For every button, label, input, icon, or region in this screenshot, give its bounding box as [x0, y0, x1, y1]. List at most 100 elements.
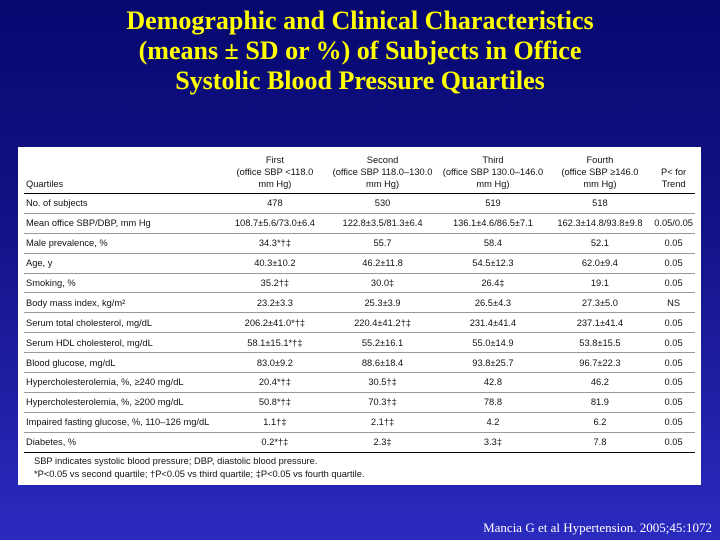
table-cell: 40.3±10.2 — [222, 253, 327, 274]
table-cell: 0.05 — [652, 233, 695, 254]
row-label: Serum total cholesterol, mg/dL — [24, 312, 223, 334]
table-cell: 96.7±22.3 — [547, 352, 653, 374]
row-label: Hypercholesterolemia, %, ≥200 mg/dL — [24, 392, 223, 413]
table-cell: NS — [652, 292, 695, 314]
table-cell: 54.5±12.3 — [438, 253, 548, 274]
table-cell: 55.2±16.1 — [326, 332, 439, 354]
table-cell: 162.3±14.8/93.8±9.8 — [547, 213, 653, 234]
table-cell: 62.0±9.4 — [547, 253, 653, 274]
table-cell: 2.1†‡ — [326, 412, 439, 433]
table-cell: 0.05 — [652, 412, 695, 433]
table-cell: 136.1±4.6/86.5±7.1 — [438, 213, 548, 234]
table-cell: 206.2±41.0*†‡ — [222, 312, 327, 334]
table-row: Blood glucose, mg/dL 83.0±9.2 88.6±18.4 93.… — [24, 352, 695, 374]
table-row: Male prevalence, % 34.3*†‡ 55.7 58.4 52.1 0.0… — [24, 233, 695, 254]
table-cell: 93.8±25.7 — [438, 352, 548, 374]
table-cell: 0.05 — [652, 372, 695, 393]
table-row: Body mass index, kg/m² 23.2±3.3 25.3±3.9 26… — [24, 292, 695, 314]
table-row: Serum HDL cholesterol, mg/dL 58.1±15.1*†‡… — [24, 332, 695, 354]
header-third: Third (office SBP 130.0–146.0 mm Hg) — [438, 153, 548, 194]
table-cell: 23.2±3.3 — [222, 292, 327, 314]
table-cell: 50.8*†‡ — [222, 392, 327, 413]
row-label: Impaired fasting glucose, %, 110–126 mg/… — [24, 412, 223, 433]
table-row: Age, y 40.3±10.2 46.2±11.8 54.5±12.3 62.0±9.… — [24, 253, 695, 274]
table-cell: 58.1±15.1*†‡ — [222, 332, 327, 354]
table-cell: 6.2 — [547, 412, 653, 433]
table-cell: 478 — [222, 193, 327, 214]
table-cell: 0.05 — [652, 253, 695, 274]
characteristics-table: Quartiles First (office SBP <118.0 mm Hg) … — [24, 153, 695, 453]
row-label: Male prevalence, % — [24, 233, 223, 254]
table-row: Mean office SBP/DBP, mm Hg 108.7±5.6/73.0… — [24, 213, 695, 234]
table-cell: 0.2*†‡ — [222, 432, 327, 453]
table-cell: 20.4*†‡ — [222, 372, 327, 393]
table-cell: 83.0±9.2 — [222, 352, 327, 374]
table-cell: 0.05 — [652, 392, 695, 413]
row-label: Age, y — [24, 253, 223, 274]
row-label: No. of subjects — [24, 193, 223, 214]
citation: Mancia G et al Hypertension. 2005;45:107… — [483, 520, 712, 535]
table-cell: 0.05 — [652, 432, 695, 453]
table-cell: 0.05 — [652, 312, 695, 334]
table-cell: 518 — [547, 193, 653, 214]
table-cell: 42.8 — [438, 372, 548, 393]
table-cell: 122.8±3.5/81.3±6.4 — [326, 213, 439, 234]
table-cell: 30.0‡ — [326, 273, 439, 294]
table-row: Impaired fasting glucose, %, 110–126 mg/… — [24, 412, 695, 433]
table-cell: 4.2 — [438, 412, 548, 433]
table-cell: 0.05/0.05 — [652, 213, 695, 234]
row-label: Smoking, % — [24, 273, 223, 294]
row-label: Hypercholesterolemia, %, ≥240 mg/dL — [24, 372, 223, 393]
table-cell: 3.3‡ — [438, 432, 548, 453]
header-quartiles: Quartiles — [24, 153, 223, 194]
row-label: Body mass index, kg/m² — [24, 292, 223, 314]
table-cell: 55.7 — [326, 233, 439, 254]
table-row: Hypercholesterolemia, %, ≥200 mg/dL 50.8*… — [24, 392, 695, 413]
table-row: Smoking, % 35.2†‡ 30.0‡ 26.4‡ 19.1 0.05 — [24, 273, 695, 294]
table-cell: 2.3‡ — [326, 432, 439, 453]
table-cell: 55.0±14.9 — [438, 332, 548, 354]
table-footnotes: SBP indicates systolic blood pressure; D… — [24, 453, 695, 481]
table-cell: 78.8 — [438, 392, 548, 413]
table-cell: 1.1†‡ — [222, 412, 327, 433]
table-cell: 519 — [438, 193, 548, 214]
table-cell — [652, 193, 695, 214]
table-cell: 70.3†‡ — [326, 392, 439, 413]
row-label: Diabetes, % — [24, 432, 223, 453]
header-second: Second (office SBP 118.0–130.0 mm Hg) — [326, 153, 439, 194]
header-fourth: Fourth (office SBP ≥146.0 mm Hg) — [547, 153, 653, 194]
header-first: First (office SBP <118.0 mm Hg) — [222, 153, 327, 194]
title-line-2: (means ± SD or %) of Subjects in Office — [138, 36, 582, 65]
table-cell: 0.05 — [652, 273, 695, 294]
table-cell: 25.3±3.9 — [326, 292, 439, 314]
header-p-trend: P< for Trend — [652, 153, 695, 194]
table-cell: 0.05 — [652, 352, 695, 374]
title-line-3: Systolic Blood Pressure Quartiles — [175, 66, 545, 95]
table-cell: 46.2 — [547, 372, 653, 393]
row-label: Blood glucose, mg/dL — [24, 352, 223, 374]
table-cell: 58.4 — [438, 233, 548, 254]
table-cell: 0.05 — [652, 332, 695, 354]
table-cell: 46.2±11.8 — [326, 253, 439, 274]
table-row: Hypercholesterolemia, %, ≥240 mg/dL 20.4*… — [24, 372, 695, 393]
table-cell: 30.5†‡ — [326, 372, 439, 393]
table-row: Serum total cholesterol, mg/dL 206.2±41.0… — [24, 312, 695, 334]
table-row: No. of subjects 478 530 519 518 — [24, 193, 695, 214]
table-cell: 26.4‡ — [438, 273, 548, 294]
table-cell: 530 — [326, 193, 439, 214]
table-body: No. of subjects 478 530 519 518 Mean office S… — [24, 193, 695, 453]
table-header-row: Quartiles First (office SBP <118.0 mm Hg) … — [24, 153, 695, 194]
table-cell: 26.5±4.3 — [438, 292, 548, 314]
slide-title: Demographic and Clinical Characteristics… — [0, 6, 720, 96]
table-panel: Quartiles First (office SBP <118.0 mm Hg) … — [18, 147, 701, 485]
table-cell: 34.3*†‡ — [222, 233, 327, 254]
table-cell: 237.1±41.4 — [547, 312, 653, 334]
table-cell: 19.1 — [547, 273, 653, 294]
table-cell: 81.9 — [547, 392, 653, 413]
table-cell: 35.2†‡ — [222, 273, 327, 294]
table-cell: 108.7±5.6/73.0±6.4 — [222, 213, 327, 234]
table-cell: 7.8 — [547, 432, 653, 453]
table-cell: 27.3±5.0 — [547, 292, 653, 314]
footnote-significance: *P<0.05 vs second quartile; †P<0.05 vs t… — [34, 468, 365, 479]
row-label: Mean office SBP/DBP, mm Hg — [24, 213, 223, 234]
